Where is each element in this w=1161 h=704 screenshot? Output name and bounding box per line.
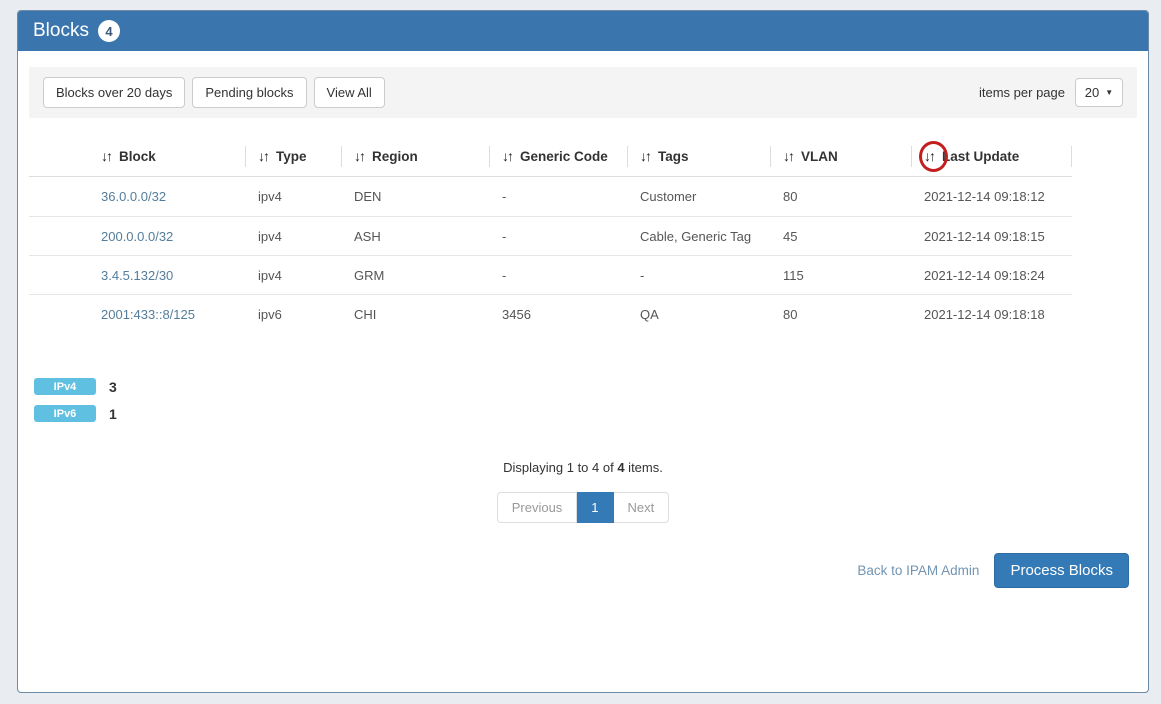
sort-icon[interactable]: ↓↑ — [101, 148, 113, 164]
cell-tags: Cable, Generic Tag — [640, 228, 752, 244]
table-header-row: ↓↑ Block ↓↑ Type ↓↑ Region ↓↑ Generic Co… — [29, 136, 1072, 177]
items-per-page-label: items per page — [979, 85, 1065, 100]
sort-icon[interactable]: ↓↑ — [502, 148, 514, 164]
cell-last-update: 2021-12-14 09:18:15 — [924, 228, 1045, 244]
back-to-ipam-admin-link[interactable]: Back to IPAM Admin — [857, 563, 980, 578]
block-link[interactable]: 36.0.0.0/32 — [101, 189, 167, 204]
view-all-button[interactable]: View All — [313, 77, 385, 108]
pagination-wrap: Previous 1 Next — [18, 492, 1148, 523]
cell-region: CHI — [354, 306, 377, 322]
next-page-button[interactable]: Next — [613, 492, 670, 523]
column-label: Last Update — [942, 148, 1020, 164]
page-title: Blocks — [33, 20, 89, 41]
footer-actions: Back to IPAM Admin Process Blocks — [18, 553, 1129, 588]
ipv4-badge: IPv4 — [34, 378, 96, 395]
sort-icon[interactable]: ↓↑ — [783, 148, 795, 164]
sort-icon[interactable]: ↓↑ — [354, 148, 366, 164]
display-info-prefix: Displaying 1 to 4 of — [503, 460, 618, 475]
current-page-button[interactable]: 1 — [577, 492, 614, 523]
items-per-page-value: 20 — [1084, 85, 1100, 100]
blocks-over-20-days-button[interactable]: Blocks over 20 days — [43, 77, 186, 108]
items-per-page-select[interactable]: 20 ▼ — [1075, 78, 1123, 107]
cell-generic-code: - — [502, 189, 507, 204]
display-info-suffix: items. — [624, 460, 663, 475]
process-blocks-button[interactable]: Process Blocks — [994, 553, 1129, 588]
column-label: Block — [119, 148, 156, 164]
blocks-panel: Blocks 4 Blocks over 20 days Pending blo… — [17, 10, 1149, 693]
type-summary: IPv4 3 IPv6 1 — [34, 378, 1148, 422]
cell-generic-code: - — [502, 228, 507, 244]
ipv6-badge: IPv6 — [34, 405, 96, 422]
sort-icon[interactable]: ↓↑ — [258, 148, 270, 164]
caret-down-icon: ▼ — [1105, 88, 1114, 97]
column-label: Tags — [658, 148, 689, 164]
cell-tags: - — [640, 267, 645, 283]
summary-row-ipv4: IPv4 3 — [34, 378, 1148, 395]
column-label: Generic Code — [520, 148, 608, 164]
cell-type: ipv4 — [258, 228, 282, 244]
items-per-page-group: items per page 20 ▼ — [979, 78, 1123, 107]
header-cell-tags[interactable]: ↓↑ Tags — [628, 136, 771, 176]
table-row: 3.4.5.132/30 ipv4 GRM - - 115 2021-12-14… — [29, 255, 1072, 294]
cell-tags: QA — [640, 306, 659, 322]
last-update-sort-icon[interactable]: ↓↑ — [924, 148, 936, 164]
column-label: Region — [372, 148, 418, 164]
block-link[interactable]: 200.0.0.0/32 — [101, 228, 174, 244]
cell-vlan: 45 — [783, 228, 798, 244]
column-label: VLAN — [801, 148, 838, 164]
cell-generic-code: 3456 — [502, 306, 531, 322]
summary-row-ipv6: IPv6 1 — [34, 405, 1148, 422]
column-label: Type — [276, 148, 307, 164]
cell-last-update: 2021-12-14 09:18:18 — [924, 306, 1045, 322]
cell-vlan: 80 — [783, 306, 798, 322]
display-info: Displaying 1 to 4 of 4 items. — [18, 460, 1148, 475]
header-cell-block[interactable]: ↓↑ Block — [89, 136, 246, 176]
previous-page-button[interactable]: Previous — [496, 492, 578, 523]
cell-vlan: 115 — [783, 267, 804, 283]
header-cell-empty — [29, 136, 89, 176]
ipv6-count: 1 — [109, 405, 117, 422]
cell-vlan: 80 — [783, 189, 798, 204]
cell-region: ASH — [354, 228, 381, 244]
display-info-total: 4 — [617, 460, 625, 475]
sort-icon[interactable]: ↓↑ — [640, 148, 652, 164]
cell-last-update: 2021-12-14 09:18:24 — [924, 267, 1045, 283]
blocks-table: ↓↑ Block ↓↑ Type ↓↑ Region ↓↑ Generic Co… — [29, 136, 1072, 333]
header-cell-generic-code[interactable]: ↓↑ Generic Code — [490, 136, 628, 176]
cell-tags: Customer — [640, 189, 697, 204]
blocks-count-badge: 4 — [97, 20, 120, 42]
cell-type: ipv4 — [258, 189, 282, 204]
header-cell-region[interactable]: ↓↑ Region — [342, 136, 490, 176]
table-row: 200.0.0.0/32 ipv4 ASH - Cable, Generic T… — [29, 216, 1072, 255]
block-link[interactable]: 3.4.5.132/30 — [101, 267, 174, 283]
cell-type: ipv6 — [258, 306, 282, 322]
panel-header: Blocks 4 — [18, 11, 1148, 51]
ipv4-count: 3 — [109, 378, 117, 395]
block-link[interactable]: 2001:433::8/125 — [101, 306, 195, 322]
pending-blocks-button[interactable]: Pending blocks — [192, 77, 307, 108]
table-row: 2001:433::8/125 ipv6 CHI 3456 QA 80 2021… — [29, 294, 1072, 333]
cell-generic-code: - — [502, 267, 507, 283]
toolbar: Blocks over 20 days Pending blocks View … — [29, 67, 1137, 118]
header-cell-vlan[interactable]: ↓↑ VLAN — [771, 136, 912, 176]
header-cell-last-update[interactable]: ↓↑ Last Update — [912, 136, 1072, 176]
cell-region: GRM — [354, 267, 385, 283]
cell-region: DEN — [354, 189, 382, 204]
table-row: 36.0.0.0/32 ipv4 DEN - Customer 80 2021-… — [29, 177, 1072, 216]
cell-type: ipv4 — [258, 267, 282, 283]
cell-last-update: 2021-12-14 09:18:12 — [924, 189, 1045, 204]
pagination: Previous 1 Next — [496, 492, 670, 523]
header-cell-type[interactable]: ↓↑ Type — [246, 136, 342, 176]
